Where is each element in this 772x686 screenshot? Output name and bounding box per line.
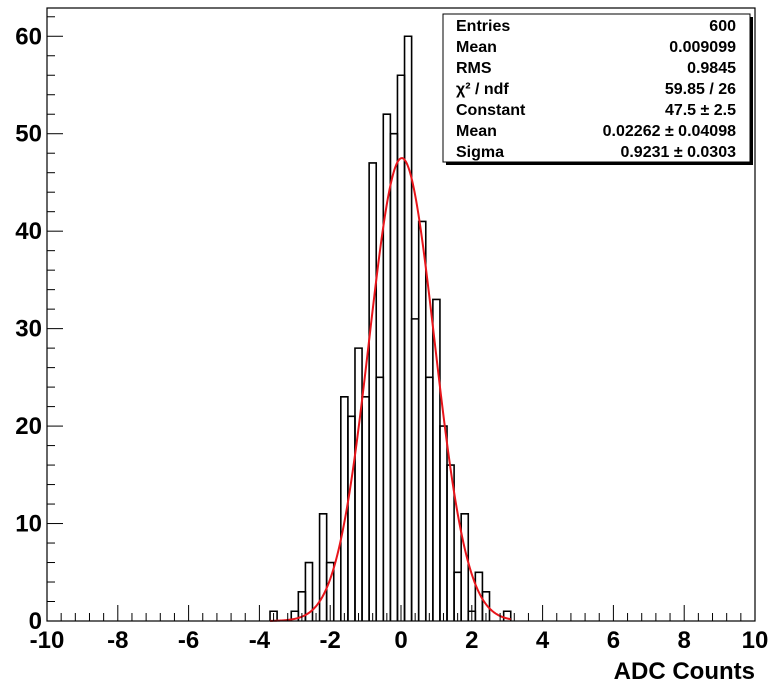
x-tick-label: 8 xyxy=(678,627,691,654)
x-axis-ticks: -10 -8 -6 -4 -2 0 2 4 6 8 10 xyxy=(30,605,769,654)
gaussian-fit-curve xyxy=(270,157,511,622)
histogram-bin xyxy=(481,590,491,621)
x-tick-label: 6 xyxy=(607,627,620,654)
stats-value: 0.02262 ± 0.04098 xyxy=(603,123,736,140)
x-tick-label: -4 xyxy=(249,627,271,654)
stats-label: χ² / ndf xyxy=(456,81,509,98)
stats-value: 0.009099 xyxy=(669,39,736,56)
stats-label: Entries xyxy=(456,18,510,35)
y-axis-ticks: 0 10 20 30 40 50 60 xyxy=(15,16,63,635)
stats-label: RMS xyxy=(456,60,492,77)
x-tick-label: 4 xyxy=(536,627,550,654)
stats-rows: Entries 600 Mean 0.009099 RMS 0.9845 χ² / ndf 5… xyxy=(456,18,736,161)
stats-label: Mean xyxy=(456,123,497,140)
x-axis-label: ADC Counts xyxy=(614,658,755,685)
stats-label: Constant xyxy=(456,102,526,119)
y-tick-label: 10 xyxy=(15,511,42,538)
y-tick-label: 0 xyxy=(29,608,42,635)
stats-value: 0.9845 xyxy=(687,60,736,77)
stats-value: 59.85 / 26 xyxy=(665,81,736,98)
stats-label: Mean xyxy=(456,39,497,56)
y-tick-label: 30 xyxy=(15,316,42,343)
y-tick-label: 50 xyxy=(15,121,42,148)
histogram-bin xyxy=(304,561,314,621)
stats-value: 0.9231 ± 0.0303 xyxy=(620,144,736,161)
x-tick-label: -2 xyxy=(320,627,341,654)
x-tick-label: -10 xyxy=(30,627,65,654)
y-tick-label: 60 xyxy=(15,23,42,50)
stats-value: 600 xyxy=(709,18,736,35)
y-tick-label: 40 xyxy=(15,218,42,245)
histogram-bin xyxy=(502,610,512,621)
histogram-bin xyxy=(325,561,335,621)
x-tick-label: 2 xyxy=(465,627,478,654)
x-tick-label: -6 xyxy=(178,627,199,654)
stats-label: Sigma xyxy=(456,144,504,161)
x-tick-label: 10 xyxy=(742,627,769,654)
x-tick-label: -8 xyxy=(107,627,128,654)
histogram-bin xyxy=(460,512,470,621)
stats-box-frame xyxy=(442,13,751,163)
x-tick-label: 0 xyxy=(394,627,407,654)
stats-value: 47.5 ± 2.5 xyxy=(665,102,736,119)
histogram-bin xyxy=(269,610,278,621)
y-tick-label: 20 xyxy=(15,413,42,440)
stats-box: Entries 600 Mean 0.009099 RMS 0.9845 χ² / ndf 5… xyxy=(442,13,753,165)
